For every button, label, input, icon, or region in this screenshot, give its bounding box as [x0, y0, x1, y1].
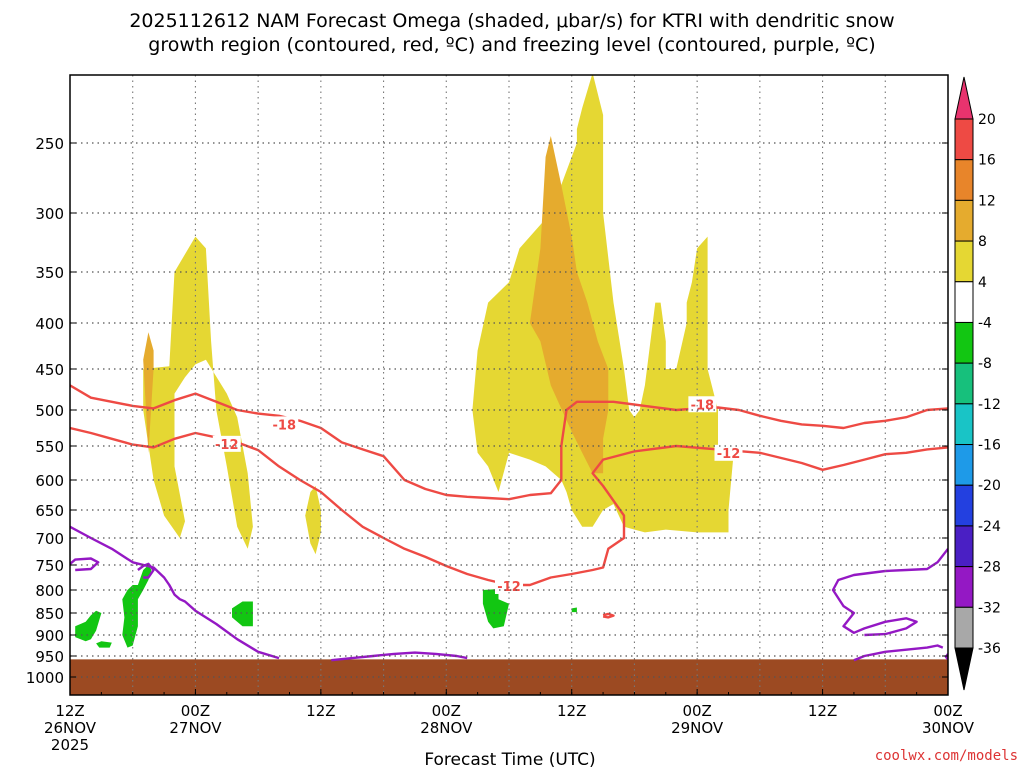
x-tick-label-3: 2025 — [51, 736, 89, 754]
y-tick-label-650: 650 — [35, 502, 64, 520]
colorbar-box-5 — [954, 321, 974, 364]
x-tick-label-2: 26NOV — [44, 719, 97, 737]
y-tick-label-700: 700 — [35, 530, 64, 548]
x-tick-label-2: 28NOV — [420, 719, 473, 737]
x-tick-label-2: 29NOV — [671, 719, 724, 737]
contour-label-bg — [270, 416, 299, 433]
colorbar-box-11 — [954, 566, 974, 608]
freezing-level-contour-4 — [853, 644, 944, 662]
plot-area: -18-18-12-12-12 — [69, 74, 949, 696]
y-tick-label-1000: 1000 — [26, 669, 64, 687]
watermark-text: coolwx.com/models — [875, 748, 1018, 764]
colorbar-label-0: 20 — [978, 112, 996, 128]
chart-title-line-1: 2025112612 NAM Forecast Omega (shaded, μ… — [129, 10, 894, 32]
y-tick-label-550: 550 — [35, 438, 64, 456]
omega-region-9 — [482, 589, 509, 629]
y-tick-label-750: 750 — [35, 557, 64, 575]
pressure-axis: 250 300 350 400 450 500 550 600 650 700 750 800 850 9… — [26, 135, 948, 687]
contour-label-bg — [688, 396, 717, 413]
colorbar-box-10 — [954, 525, 974, 568]
x-tick-label-1: 12Z — [306, 702, 335, 720]
y-tick-label-350: 350 — [35, 264, 64, 282]
x-tick-label-1: 00Z — [933, 702, 962, 720]
colorbar-label-5: -4 — [978, 315, 992, 331]
x-tick-label-2: 27NOV — [169, 719, 222, 737]
colorbar-label-1: 16 — [978, 153, 996, 169]
freezing-level-contour-1 — [70, 557, 100, 572]
colorbar-label-9: -20 — [978, 478, 1001, 494]
x-tick-label-1: 00Z — [181, 702, 210, 720]
colorbar-legend: 20 16 12 8 4 -4 -8 -12 -16 -20 -24 -28 -32 -36 — [954, 76, 1001, 691]
y-tick-label-500: 500 — [35, 402, 64, 420]
omega-region-10 — [571, 607, 577, 613]
colorbar-label-3: 8 — [978, 234, 987, 250]
omega-region-8 — [232, 601, 253, 627]
contour-label--12: -12 — [215, 438, 239, 453]
y-tick-label-850: 850 — [35, 605, 64, 623]
omega-region-5 — [75, 610, 102, 642]
colorbar-label-2: 12 — [978, 193, 996, 209]
y-tick-label-450: 450 — [35, 361, 64, 379]
y-tick-label-400: 400 — [35, 315, 64, 333]
colorbar-box-4 — [954, 281, 974, 323]
y-tick-label-300: 300 — [35, 205, 64, 223]
y-tick-label-600: 600 — [35, 472, 64, 490]
colorbar-box-2 — [954, 199, 974, 242]
y-tick-label-250: 250 — [35, 135, 64, 153]
freezing-level-contour-5 — [831, 548, 948, 637]
colorbar-box-9 — [954, 484, 974, 527]
x-tick-label-1: 12Z — [808, 702, 837, 720]
x-tick-label-1: 00Z — [682, 702, 711, 720]
colorbar-label-8: -16 — [978, 438, 1001, 454]
contour-label--12: -12 — [717, 447, 741, 462]
omega-region-7 — [122, 565, 152, 648]
x-tick-label-2: 30NOV — [922, 719, 975, 737]
colorbar-label-12: -32 — [978, 600, 1001, 616]
colorbar-label-11: -28 — [978, 560, 1001, 576]
omega-region-0 — [143, 236, 253, 549]
y-tick-label-900: 900 — [35, 627, 64, 645]
chart-title-line-2: growth region (contoured, red, ºC) and f… — [148, 34, 875, 56]
x-tick-label-1: 00Z — [432, 702, 461, 720]
colorbar-label-13: -36 — [978, 641, 1001, 657]
colorbar-bottom-arrow — [954, 647, 974, 691]
freezing-level-contour-0 — [70, 525, 280, 660]
x-axis-label: Forecast Time (UTC) — [424, 750, 595, 768]
colorbar-box-7 — [954, 403, 974, 446]
colorbar-label-10: -24 — [978, 519, 1001, 535]
dgz-small-contour-0 — [602, 612, 615, 619]
colorbar-label-4: 4 — [978, 275, 987, 291]
contour-label-bg — [212, 435, 241, 452]
omega-region-3 — [143, 332, 154, 453]
colorbar-box-1 — [954, 159, 974, 201]
colorbar-box-0 — [954, 118, 974, 161]
colorbar-box-3 — [954, 240, 974, 283]
contour-label-bg — [714, 444, 743, 461]
colorbar-box-8 — [954, 444, 974, 486]
x-tick-label-1: 12Z — [55, 702, 84, 720]
colorbar-box-6 — [954, 362, 974, 405]
contour-label--18: -18 — [691, 398, 715, 413]
omega-region-2 — [472, 75, 734, 533]
freezing-level-contour-2 — [137, 562, 155, 579]
colorbar-box-12 — [954, 606, 974, 649]
contour-label--18: -18 — [273, 418, 297, 433]
colorbar-top-arrow — [954, 76, 974, 120]
omega-region-6 — [96, 641, 112, 648]
omega-region-1 — [305, 486, 321, 555]
colorbar-label-6: -8 — [978, 356, 992, 372]
y-tick-label-950: 950 — [35, 648, 64, 666]
omega-region-4 — [529, 136, 609, 474]
colorbar-label-7: -12 — [978, 397, 1001, 413]
x-tick-label-1: 12Z — [557, 702, 586, 720]
dgz-contour--18-0 — [70, 384, 948, 501]
freezing-level-contour-3 — [331, 651, 468, 662]
y-tick-label-800: 800 — [35, 582, 64, 600]
